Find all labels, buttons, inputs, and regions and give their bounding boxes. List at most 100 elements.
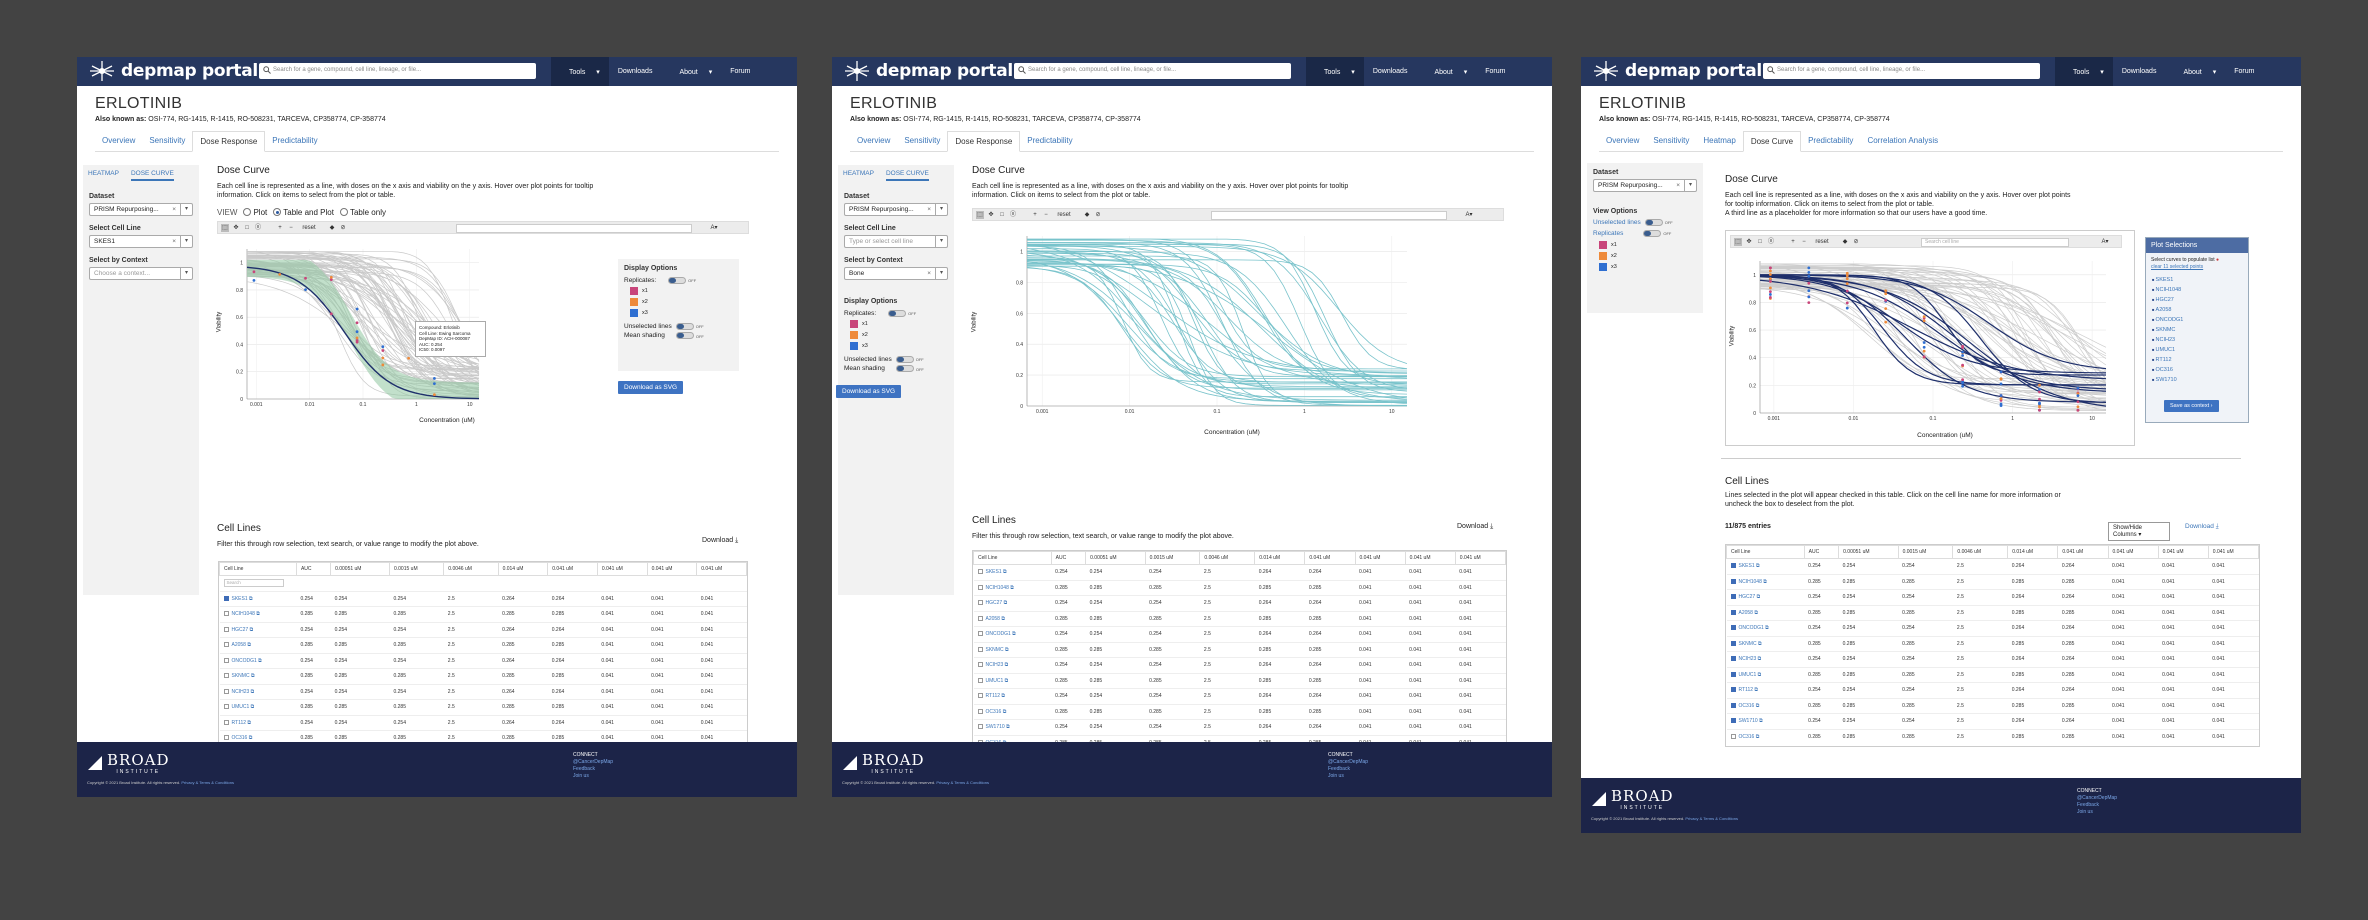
nav-tools[interactable]: Tools ▾: [2055, 57, 2113, 86]
external-link-icon[interactable]: ⧉: [1752, 609, 1758, 616]
tab-dose-curve[interactable]: Dose Curve: [1742, 131, 1802, 152]
column-header[interactable]: 0.041 uM: [2107, 545, 2159, 559]
column-header[interactable]: 0.0015 uM: [1897, 545, 1954, 559]
mean-shading-toggle[interactable]: [675, 332, 694, 340]
chevron-down-icon[interactable]: ▾: [180, 236, 192, 247]
cell-line-link[interactable]: HGC27 ⧉: [219, 621, 297, 638]
plot-search-input[interactable]: [1211, 211, 1447, 220]
row-checkbox[interactable]: [1730, 594, 1736, 600]
lasso-icon[interactable]: ⓞ: [1009, 212, 1016, 218]
column-header[interactable]: 0.041 uM: [1404, 551, 1456, 565]
download-link[interactable]: Download ⤓: [702, 537, 738, 545]
column-header[interactable]: AUC: [1803, 545, 1840, 559]
table-row[interactable]: UMUC1 ⧉ 0.285 0.285 0.285 2.5 0.285 0.285 0.041…: [1726, 666, 2259, 683]
clear-icon[interactable]: ×: [927, 206, 931, 213]
cell-line-link[interactable]: UMUC1 ⧉: [219, 699, 297, 715]
cell-line-link[interactable]: UMUC1 ⧉: [1726, 666, 1805, 683]
column-header[interactable]: 0.041 uM: [2207, 545, 2259, 559]
column-header[interactable]: 0.041 uM: [1454, 551, 1506, 565]
row-checkbox[interactable]: [977, 677, 983, 683]
download-link[interactable]: Download ⤓: [2185, 523, 2219, 531]
cell-line-name[interactable]: A2058: [985, 615, 1000, 622]
table-row[interactable]: SKNMC ⧉ 0.285 0.285 0.285 2.5 0.285 0.285 0.041…: [1726, 635, 2259, 652]
column-header[interactable]: 0.0015 uM: [1144, 551, 1201, 565]
row-checkbox[interactable]: [223, 719, 229, 725]
column-header[interactable]: 0.041 uM: [2157, 545, 2209, 559]
zoom-out-icon[interactable]: −: [1044, 212, 1048, 218]
dose-curve-chart[interactable]: 0 0.2 0.4 0.6 0.8 1 0.001 0.01 0.1 1 10: [1730, 251, 2130, 441]
row-checkbox[interactable]: [1730, 640, 1736, 646]
row-checkbox[interactable]: [223, 626, 229, 632]
column-header[interactable]: Cell Line: [973, 551, 1052, 565]
radio-table-only[interactable]: Table only: [339, 208, 386, 217]
cell-line-link[interactable]: ONCODG1 ⧉: [219, 652, 297, 669]
join-link[interactable]: Join us: [2077, 809, 2093, 815]
cell-line-name[interactable]: ONCODG1: [231, 657, 257, 664]
cell-line-name[interactable]: HGC27: [231, 626, 249, 633]
cell-line-link[interactable]: ONCODG1 ⧉: [973, 626, 1052, 642]
dataset-select[interactable]: PRISM Repurposing... × ▾: [1593, 179, 1697, 192]
depmap-logo[interactable]: depmap portal: [844, 60, 1013, 82]
cell-line-link[interactable]: SW1710 ⧉: [973, 719, 1052, 735]
chevron-down-icon[interactable]: ▾: [180, 204, 192, 215]
external-link-icon[interactable]: ⧉: [249, 704, 255, 711]
plot-search-input[interactable]: Search cell line: [1921, 238, 2069, 247]
join-link[interactable]: Join us: [1328, 773, 1344, 779]
cell-line-name[interactable]: ONCODG1: [985, 631, 1011, 638]
row-checkbox[interactable]: [1730, 625, 1736, 631]
table-row[interactable]: NCIH23 ⧉ 0.254 0.254 0.254 2.5 0.264 0.264 0.04…: [1726, 651, 2259, 667]
column-header[interactable]: Cell Line: [1726, 545, 1805, 559]
save-as-context-button[interactable]: Save as context ›: [2164, 400, 2219, 412]
chevron-down-icon[interactable]: ▾: [935, 268, 947, 279]
table-row[interactable]: SKES1 ⧉ 0.254 0.254 0.254 2.5 0.264 0.264 0.041…: [973, 564, 1506, 580]
external-link-icon[interactable]: ⧉: [247, 735, 253, 742]
font-size-icon[interactable]: A▾: [710, 225, 718, 231]
table-row[interactable]: ONCODG1 ⧉ 0.254 0.254 0.254 2.5 0.264 0.264 0.0…: [1726, 620, 2259, 636]
dataset-select[interactable]: PRISM Repurposing... × ▾: [89, 203, 193, 216]
chevron-down-icon[interactable]: ▾: [1684, 180, 1696, 191]
selected-line-item[interactable]: RT112: [2152, 355, 2242, 365]
row-checkbox[interactable]: [223, 688, 229, 694]
tab-heatmap[interactable]: Heatmap: [1703, 136, 1736, 145]
cell-line-link[interactable]: SW1710 ⧉: [1726, 713, 1805, 729]
table-row[interactable]: RT112 ⧉ 0.254 0.254 0.254 2.5 0.264 0.264 0.041…: [219, 714, 747, 731]
table-row[interactable]: SKNMC ⧉ 0.285 0.285 0.285 2.5 0.285 0.285 0.041…: [973, 641, 1506, 658]
table-row[interactable]: NCIH1048 ⧉ 0.285 0.285 0.285 2.5 0.285 0.285 0.…: [219, 606, 747, 622]
cell-line-link[interactable]: HGC27 ⧉: [1726, 589, 1805, 605]
cell-line-name[interactable]: NCIH1048: [1738, 578, 1762, 585]
select-tool-icon[interactable]: ⬚: [221, 224, 229, 232]
subtab-heatmap[interactable]: HEATMAP: [843, 170, 874, 177]
table-row[interactable]: RT112 ⧉ 0.254 0.254 0.254 2.5 0.264 0.264 0.041…: [973, 688, 1506, 704]
external-link-icon[interactable]: ⧉: [256, 657, 262, 664]
cell-line-select[interactable]: SKES1 × ▾: [89, 235, 193, 248]
hide-icon[interactable]: ⊘: [340, 225, 346, 231]
table-row[interactable]: UMUC1 ⧉ 0.285 0.285 0.285 2.5 0.285 0.285 0.041…: [219, 699, 747, 715]
unselected-toggle[interactable]: [895, 356, 914, 364]
cell-line-link[interactable]: RT112 ⧉: [219, 714, 297, 731]
search-input[interactable]: Search for a gene, compound, cell line, …: [1763, 63, 2040, 79]
cell-line-link[interactable]: A2058 ⧉: [973, 610, 1052, 627]
external-link-icon[interactable]: ⧉: [1010, 631, 1016, 638]
external-link-icon[interactable]: ⧉: [1763, 625, 1769, 632]
external-link-icon[interactable]: ⧉: [1003, 677, 1009, 684]
selected-line-item[interactable]: SKES1: [2152, 275, 2242, 285]
tab-predictability[interactable]: Predictability: [272, 136, 318, 145]
depmap-logo[interactable]: depmap portal: [1593, 60, 1762, 82]
nav-downloads[interactable]: Downloads: [1372, 68, 1408, 75]
row-checkbox[interactable]: [223, 642, 229, 648]
nav-forum[interactable]: Forum: [2234, 68, 2255, 75]
row-checkbox[interactable]: [223, 657, 229, 663]
column-header[interactable]: 0.041 uM: [1304, 551, 1356, 565]
cell-line-name[interactable]: NCIH23: [1738, 656, 1757, 663]
reset-button[interactable]: reset: [302, 225, 316, 231]
row-checkbox[interactable]: [977, 646, 983, 652]
table-row[interactable]: HGC27 ⧉ 0.254 0.254 0.254 2.5 0.264 0.264 0.041…: [1726, 589, 2259, 605]
clear-selection-link[interactable]: clear 11 selected points: [2151, 264, 2204, 270]
cell-line-link[interactable]: A2058 ⧉: [1726, 604, 1805, 621]
column-header[interactable]: 0.0046 uM: [1199, 551, 1256, 565]
cell-line-name[interactable]: HGC27: [985, 600, 1003, 607]
row-checkbox[interactable]: [223, 704, 229, 710]
tab-correlation-analysis[interactable]: Correlation Analysis: [1867, 136, 1939, 145]
nav-forum[interactable]: Forum: [730, 68, 751, 75]
